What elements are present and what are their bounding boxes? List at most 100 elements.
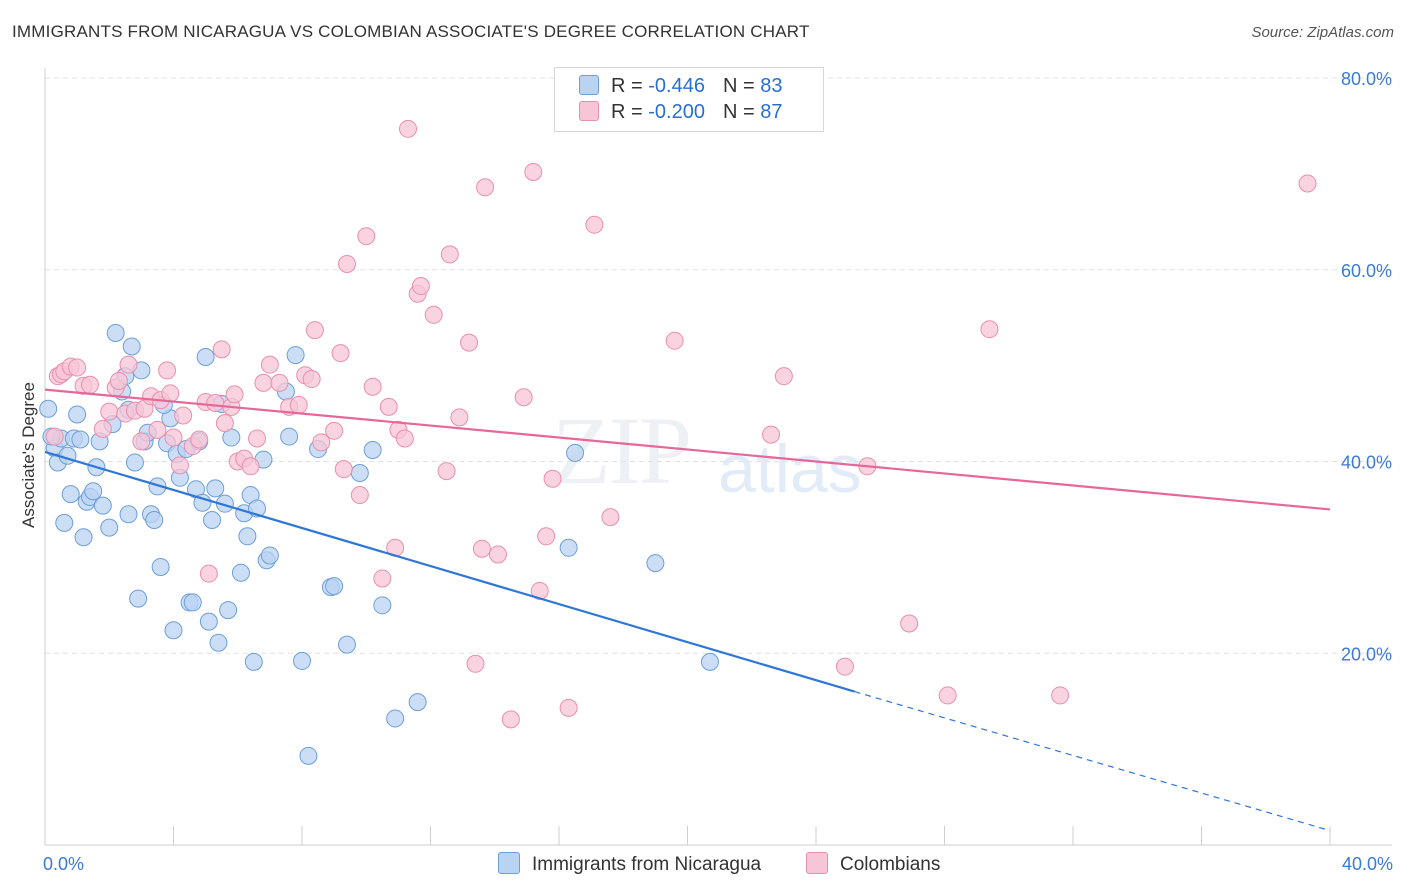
point-colombians xyxy=(161,384,180,403)
point-colombians xyxy=(325,421,344,440)
bottom-legend-colombians: Colombians xyxy=(806,852,940,876)
point-colombians xyxy=(514,388,533,407)
point-colombians xyxy=(170,456,189,475)
point-colombians xyxy=(190,430,209,449)
point-nicaragua xyxy=(93,496,112,515)
point-colombians xyxy=(289,395,308,414)
y-tick-label: 20.0% xyxy=(1341,644,1392,664)
point-nicaragua xyxy=(61,485,80,504)
point-colombians xyxy=(158,361,177,380)
point-colombians xyxy=(357,227,376,246)
point-nicaragua xyxy=(199,612,218,631)
point-colombians xyxy=(212,340,231,359)
point-colombians xyxy=(472,539,491,558)
point-colombians xyxy=(665,331,684,350)
point-colombians xyxy=(395,429,414,448)
point-colombians xyxy=(270,373,289,392)
point-nicaragua xyxy=(71,430,90,449)
legend-r-value: -0.446 xyxy=(648,75,705,97)
point-colombians xyxy=(260,355,279,374)
bottom-legend-swatch-pink xyxy=(806,852,828,874)
legend-row-nicaragua: R = -0.446 N = 83 xyxy=(579,75,782,101)
point-colombians xyxy=(199,564,218,583)
trendline-nicaragua-extension xyxy=(854,691,1331,832)
point-colombians xyxy=(1051,686,1070,705)
point-nicaragua xyxy=(148,477,167,496)
legend-row-colombians: R = -0.200 N = 87 xyxy=(579,101,782,127)
point-nicaragua xyxy=(280,427,299,446)
point-colombians xyxy=(774,367,793,386)
point-colombians xyxy=(93,419,112,438)
bottom-legend-swatch-blue xyxy=(498,852,520,874)
point-colombians xyxy=(109,371,128,390)
point-colombians xyxy=(215,414,234,433)
point-nicaragua xyxy=(125,453,144,472)
bottom-legend-label: Immigrants from Nicaragua xyxy=(532,854,762,875)
point-colombians xyxy=(900,614,919,633)
point-colombians xyxy=(601,508,620,527)
point-nicaragua xyxy=(219,601,238,620)
point-colombians xyxy=(835,657,854,676)
x-tick-label: 40.0% xyxy=(1342,854,1393,874)
point-colombians xyxy=(68,358,87,377)
point-nicaragua xyxy=(55,513,74,532)
point-nicaragua xyxy=(74,528,93,547)
point-nicaragua xyxy=(337,635,356,654)
point-nicaragua xyxy=(106,324,125,343)
point-nicaragua xyxy=(164,621,183,640)
y-tick-label: 80.0% xyxy=(1341,69,1392,89)
point-nicaragua xyxy=(129,589,148,608)
point-colombians xyxy=(424,305,443,324)
point-colombians xyxy=(1298,174,1317,193)
source-label: Source: ZipAtlas.com xyxy=(1251,24,1394,41)
point-colombians xyxy=(373,569,392,588)
point-colombians xyxy=(379,397,398,416)
point-colombians xyxy=(331,344,350,363)
point-nicaragua xyxy=(386,709,405,728)
point-colombians xyxy=(537,527,556,546)
point-nicaragua xyxy=(350,464,369,483)
point-nicaragua xyxy=(260,546,279,565)
point-nicaragua xyxy=(122,337,141,356)
legend-n-label: N = xyxy=(722,101,755,123)
point-nicaragua xyxy=(231,563,250,582)
point-colombians xyxy=(80,375,99,394)
bottom-legend-label: Colombians xyxy=(840,854,941,875)
point-colombians xyxy=(980,320,999,339)
point-nicaragua xyxy=(100,518,119,537)
trendline-colombians xyxy=(44,388,1331,511)
point-colombians xyxy=(350,486,369,505)
point-colombians xyxy=(254,373,273,392)
point-colombians xyxy=(585,215,604,234)
point-nicaragua xyxy=(286,346,305,365)
point-colombians xyxy=(100,402,119,421)
legend-r-value: -0.200 xyxy=(648,101,705,123)
legend-swatch-blue xyxy=(579,75,599,95)
point-colombians xyxy=(411,277,430,296)
point-nicaragua xyxy=(84,482,103,501)
legend-n-value: 87 xyxy=(760,101,783,123)
point-colombians xyxy=(132,432,151,451)
chart-title: IMMIGRANTS FROM NICARAGUA VS COLOMBIAN A… xyxy=(12,22,810,41)
point-colombians xyxy=(334,460,353,479)
point-nicaragua xyxy=(408,693,427,712)
legend-swatch-pink xyxy=(579,101,599,121)
legend-n-label: N = xyxy=(722,75,755,97)
point-colombians xyxy=(45,427,64,446)
correlation-legend: R = -0.446 N = 83 R = -0.200 N = 87 xyxy=(554,67,824,132)
point-colombians xyxy=(440,245,459,264)
point-nicaragua xyxy=(206,479,225,498)
point-colombians xyxy=(543,469,562,488)
trendline-nicaragua xyxy=(44,450,855,693)
point-colombians xyxy=(248,429,267,448)
legend-r-label: R = xyxy=(611,101,643,123)
point-nicaragua xyxy=(244,652,263,671)
point-colombians xyxy=(559,698,578,717)
point-colombians xyxy=(450,408,469,427)
point-colombians xyxy=(363,377,382,396)
point-nicaragua xyxy=(145,510,164,529)
point-colombians xyxy=(164,428,183,447)
point-nicaragua xyxy=(700,652,719,671)
point-nicaragua xyxy=(119,505,138,524)
